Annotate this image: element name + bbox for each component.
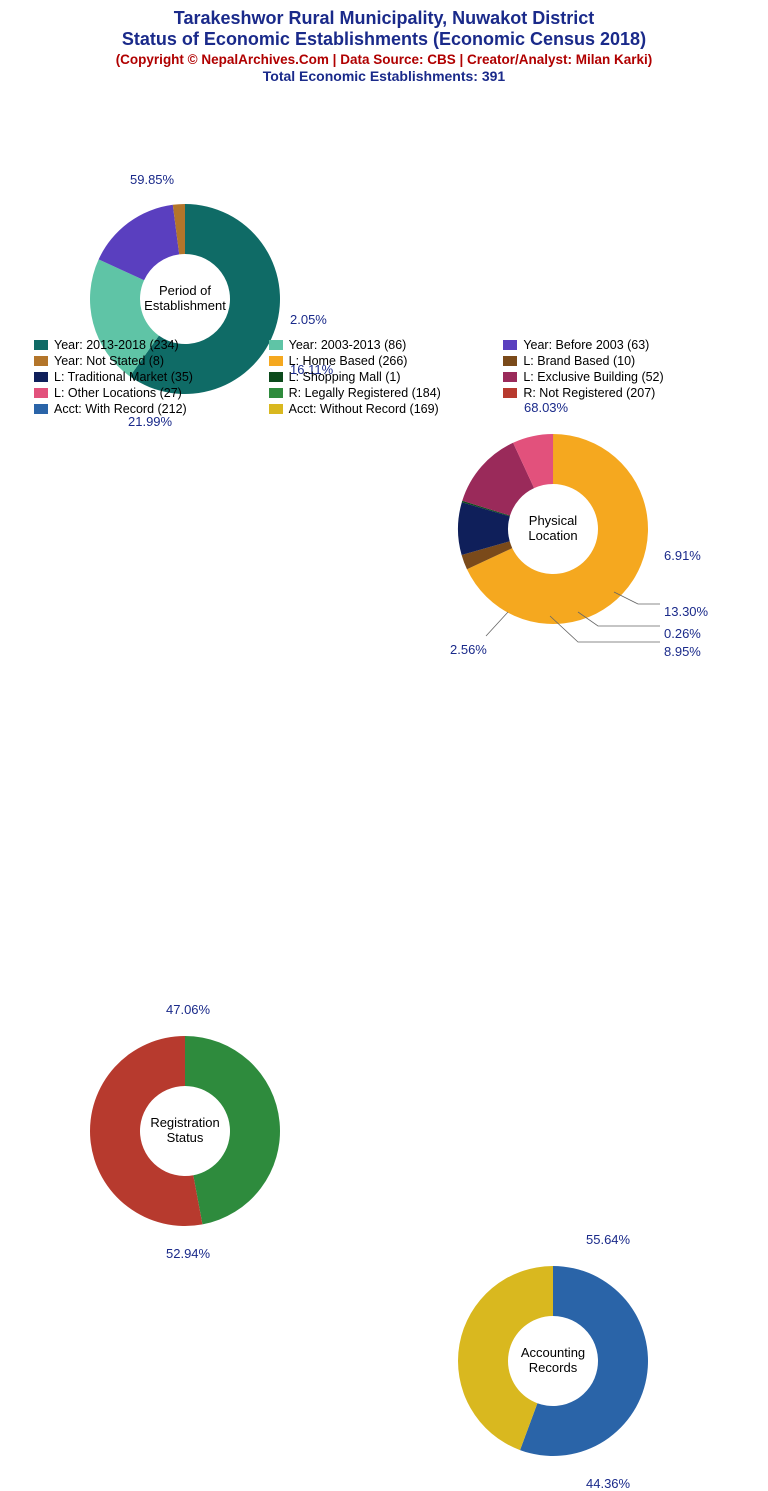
pct-label: 55.64% [586, 1232, 630, 1247]
legend-text: L: Shopping Mall (1) [289, 370, 401, 384]
legend-item: L: Shopping Mall (1) [269, 370, 500, 384]
pct-label: 0.26% [664, 626, 701, 641]
total-line: Total Economic Establishments: 391 [10, 68, 758, 84]
legend-text: R: Not Registered (207) [523, 386, 655, 400]
pct-label: 13.30% [664, 604, 708, 619]
legend-swatch [503, 340, 517, 350]
legend-swatch [34, 356, 48, 366]
pct-label: 2.56% [450, 642, 487, 657]
legend-swatch [269, 340, 283, 350]
legend-text: L: Other Locations (27) [54, 386, 182, 400]
legend-swatch [503, 356, 517, 366]
legend-text: Year: Before 2003 (63) [523, 338, 649, 352]
legend-item: Acct: With Record (212) [34, 402, 265, 416]
chart-registration: RegistrationStatus47.06%52.94% [70, 1016, 300, 1246]
legend-item: L: Other Locations (27) [34, 386, 265, 400]
pct-label: 6.91% [664, 548, 701, 563]
legend-item: Year: 2013-2018 (234) [34, 338, 265, 352]
pct-label: 59.85% [130, 172, 174, 187]
legend-item: L: Exclusive Building (52) [503, 370, 734, 384]
legend-item: L: Brand Based (10) [503, 354, 734, 368]
legend-swatch [503, 388, 517, 398]
pct-label: 21.99% [128, 414, 172, 429]
copyright-line: (Copyright © NepalArchives.Com | Data So… [10, 52, 758, 67]
legend-swatch [269, 372, 283, 382]
title-line-1: Tarakeshwor Rural Municipality, Nuwakot … [10, 8, 758, 29]
legend-text: L: Home Based (266) [289, 354, 408, 368]
legend-swatch [269, 404, 283, 414]
legend-item: R: Legally Registered (184) [269, 386, 500, 400]
legend-text: Acct: With Record (212) [54, 402, 187, 416]
legend-swatch [34, 340, 48, 350]
legend-swatch [269, 356, 283, 366]
legend-item: Acct: Without Record (169) [269, 402, 500, 416]
legend-item: Year: Not Stated (8) [34, 354, 265, 368]
legend-item: L: Traditional Market (35) [34, 370, 265, 384]
legend-text: L: Exclusive Building (52) [523, 370, 663, 384]
chart-accounting: AccountingRecords55.64%44.36% [438, 1246, 668, 1476]
chart-location: PhysicalLocation68.03%2.56%8.95%0.26%13.… [438, 414, 668, 644]
pct-label: 2.05% [290, 312, 327, 327]
title-line-2: Status of Economic Establishments (Econo… [10, 29, 758, 50]
legend-swatch [34, 372, 48, 382]
legend-item: L: Home Based (266) [269, 354, 500, 368]
legend-text: Year: 2003-2013 (86) [289, 338, 407, 352]
legend-text: L: Brand Based (10) [523, 354, 635, 368]
legend-text: Year: 2013-2018 (234) [54, 338, 179, 352]
pct-label: 52.94% [166, 1246, 210, 1261]
legend-swatch [503, 372, 517, 382]
slice [185, 1036, 280, 1224]
legend-item: R: Not Registered (207) [503, 386, 734, 400]
legend-item: Year: 2003-2013 (86) [269, 338, 500, 352]
pct-label: 8.95% [664, 644, 701, 659]
legend-text: Acct: Without Record (169) [289, 402, 439, 416]
legend: Year: 2013-2018 (234) Year: 2003-2013 (86… [34, 338, 734, 416]
legend-text: L: Traditional Market (35) [54, 370, 193, 384]
legend-item: Year: Before 2003 (63) [503, 338, 734, 352]
pct-label: 47.06% [166, 1002, 210, 1017]
legend-swatch [269, 388, 283, 398]
legend-swatch [34, 404, 48, 414]
legend-text: Year: Not Stated (8) [54, 354, 164, 368]
charts-area: Period ofEstablishment59.85%21.99%16.11%… [0, 88, 768, 1008]
pct-label: 44.36% [586, 1476, 630, 1491]
header: Tarakeshwor Rural Municipality, Nuwakot … [0, 0, 768, 88]
legend-text: R: Legally Registered (184) [289, 386, 441, 400]
legend-swatch [34, 388, 48, 398]
